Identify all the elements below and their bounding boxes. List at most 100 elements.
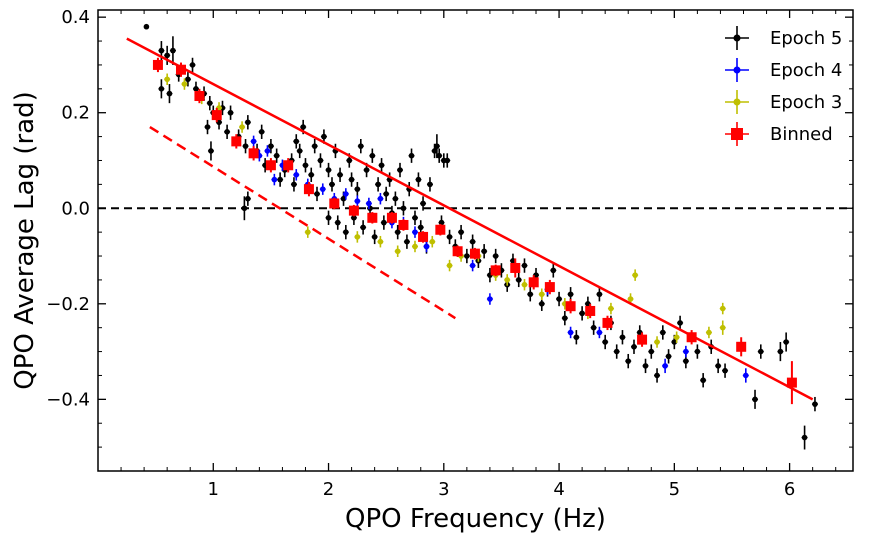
data-point (325, 167, 332, 173)
data-point (241, 205, 248, 212)
binned-point (686, 332, 697, 343)
data-point (354, 198, 361, 204)
data-point (394, 248, 401, 255)
data-point (371, 234, 378, 240)
data-point (654, 339, 660, 345)
data-point (296, 148, 303, 154)
data-point (343, 191, 349, 197)
data-point (420, 200, 426, 207)
y-tick-label: 0.2 (61, 103, 90, 124)
plot-area (98, 23, 853, 450)
data-point (258, 129, 265, 135)
data-point (369, 152, 376, 159)
data-point (408, 152, 415, 159)
data-point (300, 124, 306, 130)
data-point (492, 253, 499, 259)
data-point (268, 143, 274, 149)
data-point (348, 176, 355, 183)
x-tick-label: 3 (438, 479, 449, 500)
data-point (185, 76, 191, 83)
data-point (343, 229, 349, 235)
data-point (434, 143, 440, 149)
legend-item-epoch-4: Epoch 4 (725, 58, 842, 82)
data-point (719, 305, 726, 312)
data-point (273, 152, 280, 159)
data-point (164, 76, 170, 83)
data-point (556, 296, 562, 302)
data-point (158, 86, 165, 92)
data-point (311, 143, 318, 149)
series-epoch-3 (164, 73, 726, 348)
data-point (415, 176, 422, 183)
data-point (366, 200, 372, 207)
data-point (694, 348, 701, 355)
data-point (573, 334, 580, 341)
data-point (293, 172, 300, 178)
data-point (613, 348, 620, 355)
data-point (397, 167, 403, 173)
data-point (648, 348, 655, 355)
legend-marker (733, 66, 741, 74)
data-point (706, 329, 712, 336)
data-point (715, 363, 721, 369)
data-point (351, 215, 357, 221)
data-point (158, 47, 165, 54)
data-point (481, 248, 487, 255)
binned-point (398, 219, 409, 230)
data-point (521, 281, 528, 288)
data-point (662, 363, 668, 369)
data-point (383, 191, 389, 197)
data-point (625, 358, 632, 364)
data-point (394, 229, 401, 235)
data-point (334, 219, 341, 226)
data-point (329, 181, 335, 188)
data-point (367, 205, 373, 212)
data-point (302, 162, 309, 169)
data-point (204, 124, 211, 130)
data-point (317, 157, 324, 164)
binned-point (435, 224, 446, 235)
data-point (683, 358, 689, 364)
data-point (358, 143, 364, 149)
data-point (521, 262, 528, 269)
data-point (567, 291, 574, 298)
data-point (354, 186, 361, 192)
legend-item-epoch-3: Epoch 3 (725, 90, 842, 114)
data-point (304, 229, 311, 235)
data-point (515, 277, 522, 283)
data-point (757, 348, 764, 355)
data-point (752, 396, 758, 403)
legend-marker (733, 34, 741, 42)
data-point (264, 148, 271, 154)
data-point (469, 238, 476, 245)
data-point (801, 434, 808, 441)
data-point (227, 109, 234, 116)
data-point (378, 162, 385, 169)
binned-point (248, 148, 259, 159)
data-point (590, 324, 597, 331)
data-point (458, 229, 464, 235)
data-point (291, 181, 297, 188)
binned-point (637, 334, 648, 345)
data-point (164, 52, 170, 59)
data-point (671, 339, 678, 345)
fit-line-solid (126, 37, 814, 401)
binned-point (348, 205, 359, 216)
data-point (596, 291, 603, 298)
data-point (245, 119, 251, 126)
data-point (377, 238, 384, 245)
data-point (538, 291, 545, 298)
data-point (596, 329, 603, 336)
data-point (400, 205, 407, 212)
data-point (538, 300, 545, 307)
data-point (245, 195, 251, 202)
data-point (446, 262, 453, 269)
data-point (375, 181, 381, 188)
data-point (208, 148, 214, 154)
binned-point (303, 184, 314, 195)
data-point (354, 234, 361, 240)
binned-point (152, 59, 163, 70)
data-point (363, 167, 370, 173)
data-point (277, 176, 283, 183)
